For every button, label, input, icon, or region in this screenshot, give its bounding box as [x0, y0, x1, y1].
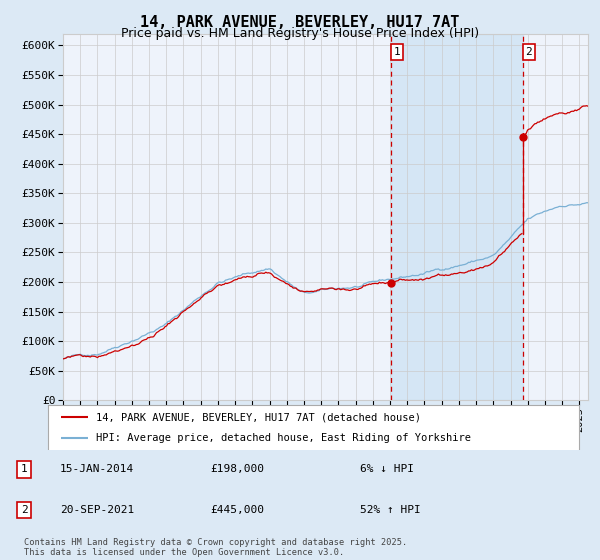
- Text: Price paid vs. HM Land Registry's House Price Index (HPI): Price paid vs. HM Land Registry's House …: [121, 27, 479, 40]
- Text: 52% ↑ HPI: 52% ↑ HPI: [360, 505, 421, 515]
- Text: 1: 1: [394, 47, 400, 57]
- Text: 2: 2: [526, 47, 532, 57]
- Text: 14, PARK AVENUE, BEVERLEY, HU17 7AT (detached house): 14, PARK AVENUE, BEVERLEY, HU17 7AT (det…: [96, 412, 421, 422]
- Bar: [391, 34, 523, 400]
- Text: 2: 2: [20, 505, 28, 515]
- Text: £445,000: £445,000: [210, 505, 264, 515]
- Text: 20-SEP-2021: 20-SEP-2021: [60, 505, 134, 515]
- Text: 15-JAN-2014: 15-JAN-2014: [60, 464, 134, 474]
- Text: 14, PARK AVENUE, BEVERLEY, HU17 7AT: 14, PARK AVENUE, BEVERLEY, HU17 7AT: [140, 15, 460, 30]
- Text: 1: 1: [20, 464, 28, 474]
- Text: 6% ↓ HPI: 6% ↓ HPI: [360, 464, 414, 474]
- Text: £198,000: £198,000: [210, 464, 264, 474]
- Text: Contains HM Land Registry data © Crown copyright and database right 2025.
This d: Contains HM Land Registry data © Crown c…: [24, 538, 407, 557]
- Text: HPI: Average price, detached house, East Riding of Yorkshire: HPI: Average price, detached house, East…: [96, 433, 471, 444]
